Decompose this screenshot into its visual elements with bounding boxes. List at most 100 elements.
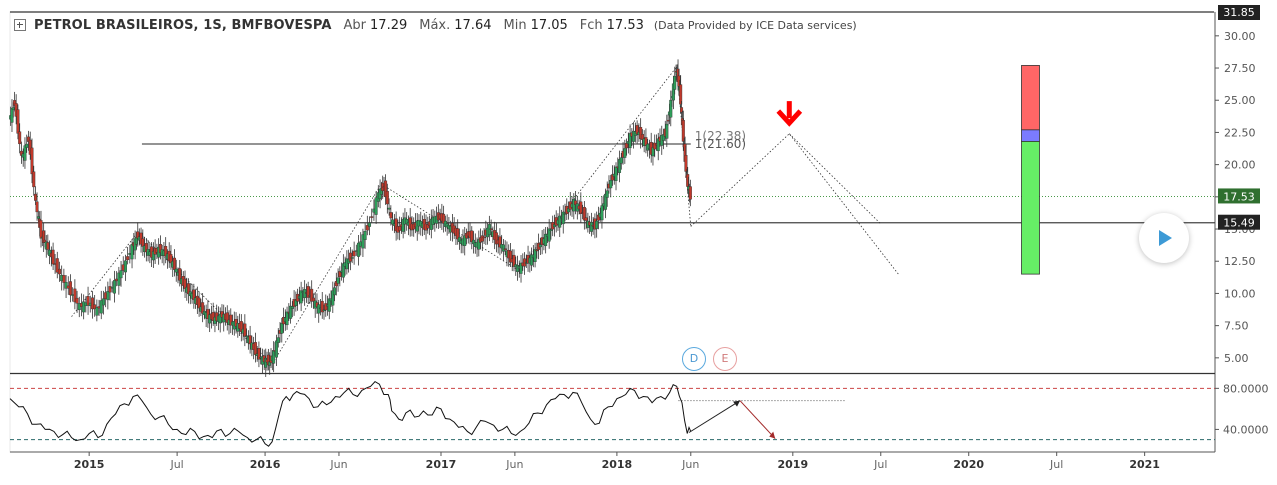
price-tick-label: 27.50: [1224, 62, 1256, 75]
candle: [600, 196, 604, 229]
candle: [618, 150, 622, 183]
candle: [350, 249, 354, 264]
candle-body: [544, 233, 548, 247]
candle: [225, 305, 229, 331]
candle-body: [119, 270, 123, 279]
candle: [218, 307, 222, 333]
candle-body: [357, 242, 361, 257]
candle: [57, 261, 61, 282]
candle: [164, 237, 168, 264]
candle-body: [174, 268, 178, 273]
symbol-legend: PETROL BRASILEIROS, 1S, BMFBOVESPA Abr 1…: [14, 17, 857, 33]
candle: [632, 122, 636, 149]
candle-body: [363, 231, 367, 240]
candle: [331, 281, 335, 313]
candle: [389, 205, 393, 226]
candle: [635, 120, 639, 144]
time-tick-label: 2016: [250, 458, 281, 471]
candle-body: [489, 228, 493, 230]
candle-body: [680, 107, 684, 113]
candle-body: [463, 235, 467, 246]
candle-body: [90, 297, 94, 310]
candle: [385, 183, 389, 214]
candle: [257, 341, 261, 368]
candle: [463, 226, 467, 256]
candle: [445, 214, 449, 236]
candle-body: [679, 84, 683, 105]
candle-body: [470, 230, 474, 242]
candle: [405, 212, 409, 231]
candle-body: [55, 258, 59, 273]
candle-body: [336, 277, 340, 284]
candle-body: [123, 260, 127, 273]
candle-body: [387, 207, 391, 210]
oscillator-projection-down: [739, 400, 776, 439]
candle-body: [112, 280, 116, 294]
candle: [183, 270, 187, 299]
candle-body: [239, 321, 243, 332]
dividend-event-badge[interactable]: D: [682, 347, 706, 371]
candle-body: [533, 249, 537, 262]
time-tick-label: 2018: [602, 458, 633, 471]
candle: [187, 278, 191, 304]
candle: [666, 114, 670, 126]
candle: [133, 230, 137, 260]
candle: [206, 299, 210, 328]
legend-toggle-icon[interactable]: [14, 19, 26, 31]
candle: [547, 219, 551, 249]
replay-button[interactable]: [1139, 213, 1189, 263]
candle-body: [345, 258, 349, 270]
candle-body: [19, 150, 23, 156]
candle-body: [639, 127, 643, 140]
candle: [472, 231, 476, 254]
candle: [46, 234, 50, 255]
time-tick-label: 2019: [777, 458, 808, 471]
candle-body: [352, 250, 356, 257]
candle: [253, 332, 257, 363]
candle-body: [141, 238, 145, 247]
candle: [333, 282, 337, 302]
candle: [158, 235, 162, 260]
candle-body: [426, 224, 430, 229]
candle: [501, 239, 505, 261]
candle-body: [623, 148, 627, 158]
candle: [42, 222, 46, 252]
candle-body: [614, 166, 618, 181]
candle: [86, 286, 90, 315]
candle-body: [472, 239, 476, 245]
oscillator-arrow-down-icon: [769, 431, 776, 439]
candle-body: [333, 287, 337, 296]
candle: [688, 179, 692, 207]
last-price-badge: [1218, 188, 1260, 204]
candle: [584, 208, 588, 230]
candle-body: [23, 145, 27, 161]
candle-body: [477, 239, 481, 250]
candle-body: [276, 337, 280, 344]
candle-body: [57, 268, 61, 275]
candle: [653, 134, 657, 158]
candle: [62, 268, 66, 291]
price-tick-label: 25.00: [1224, 94, 1256, 107]
time-tick-label: 2021: [1129, 458, 1160, 471]
candle-body: [368, 222, 372, 227]
candle: [106, 281, 110, 310]
candle: [357, 235, 361, 266]
candle-body: [480, 235, 484, 242]
candle: [456, 219, 460, 245]
candle-body: [187, 283, 191, 295]
candle-body: [172, 257, 176, 270]
candle: [639, 118, 643, 149]
earnings-event-badge[interactable]: E: [713, 347, 737, 371]
candle: [365, 215, 369, 236]
candle: [172, 249, 176, 277]
last-price-badge-label: 17.53: [1223, 190, 1255, 203]
candle-body: [688, 186, 692, 200]
candle-body: [574, 200, 578, 205]
candle: [352, 241, 356, 265]
candle-body: [183, 278, 187, 289]
candle: [589, 212, 593, 237]
candle-body: [28, 139, 32, 155]
candle: [477, 230, 481, 257]
